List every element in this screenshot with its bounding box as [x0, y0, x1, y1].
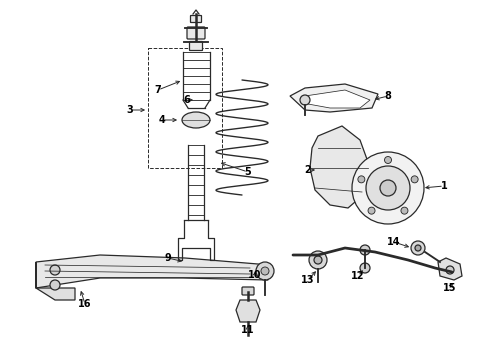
- Text: 10: 10: [248, 270, 262, 280]
- Polygon shape: [36, 262, 75, 300]
- Polygon shape: [36, 255, 270, 288]
- Circle shape: [368, 207, 375, 214]
- Circle shape: [360, 245, 370, 255]
- Circle shape: [261, 267, 269, 275]
- Circle shape: [358, 176, 365, 183]
- Circle shape: [300, 95, 310, 105]
- Circle shape: [352, 152, 424, 224]
- Circle shape: [50, 280, 60, 290]
- FancyBboxPatch shape: [191, 15, 201, 23]
- Text: 2: 2: [305, 165, 311, 175]
- Circle shape: [256, 262, 274, 280]
- Polygon shape: [290, 84, 378, 112]
- Text: 1: 1: [441, 181, 447, 191]
- Text: 16: 16: [78, 299, 92, 309]
- Circle shape: [366, 166, 410, 210]
- Text: 4: 4: [159, 115, 166, 125]
- Circle shape: [401, 207, 408, 214]
- Text: 11: 11: [241, 325, 255, 335]
- Circle shape: [380, 180, 396, 196]
- Polygon shape: [310, 126, 368, 208]
- Circle shape: [411, 176, 418, 183]
- Polygon shape: [236, 300, 260, 322]
- Ellipse shape: [182, 112, 210, 128]
- FancyBboxPatch shape: [190, 41, 202, 50]
- Text: 13: 13: [301, 275, 315, 285]
- Text: 7: 7: [155, 85, 161, 95]
- Text: 9: 9: [165, 253, 172, 263]
- Circle shape: [309, 251, 327, 269]
- Text: 8: 8: [385, 91, 392, 101]
- Polygon shape: [305, 90, 370, 108]
- FancyBboxPatch shape: [242, 287, 254, 295]
- Bar: [148, 48, 222, 168]
- Circle shape: [446, 266, 454, 274]
- Text: 6: 6: [184, 95, 191, 105]
- Text: 12: 12: [351, 271, 365, 281]
- Text: 14: 14: [387, 237, 401, 247]
- Circle shape: [415, 245, 421, 251]
- Circle shape: [314, 256, 322, 264]
- Circle shape: [411, 241, 425, 255]
- Circle shape: [50, 265, 60, 275]
- Text: 3: 3: [126, 105, 133, 115]
- Circle shape: [360, 263, 370, 273]
- FancyBboxPatch shape: [187, 27, 205, 39]
- Circle shape: [385, 157, 392, 163]
- Polygon shape: [438, 258, 462, 280]
- Text: 15: 15: [443, 283, 457, 293]
- Text: 5: 5: [245, 167, 251, 177]
